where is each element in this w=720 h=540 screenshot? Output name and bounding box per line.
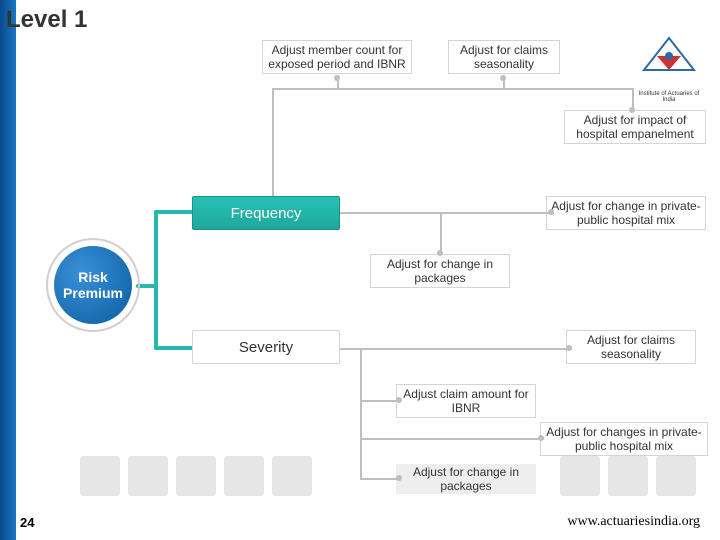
- connector-dot: [548, 209, 554, 215]
- connector-gray: [360, 438, 544, 440]
- box-change-packages-bottom: Adjust for change in packages: [396, 464, 536, 494]
- bg-square: [80, 456, 120, 496]
- bg-square: [272, 456, 312, 496]
- box-claim-amount-ibnr: Adjust claim amount for IBNR: [396, 384, 536, 418]
- footer-url: www.actuariesindia.org: [567, 514, 700, 530]
- connector-gray: [440, 212, 442, 254]
- connector-gray: [360, 478, 400, 480]
- connector-dot: [437, 250, 443, 256]
- connector-gray: [338, 212, 554, 214]
- bg-square: [128, 456, 168, 496]
- box-private-public-bottom: Adjust for changes in private-public hos…: [540, 422, 708, 456]
- box-private-public-top: Adjust for change in private-public hosp…: [546, 196, 706, 230]
- connector: [154, 210, 194, 214]
- box-change-packages-top: Adjust for change in packages: [370, 254, 510, 288]
- connector-dot: [334, 75, 340, 81]
- connector-gray: [272, 88, 632, 90]
- frequency-box: Frequency: [192, 196, 340, 230]
- connector-gray: [338, 348, 572, 350]
- bg-square: [224, 456, 264, 496]
- bg-square: [176, 456, 216, 496]
- connector-gray: [272, 88, 274, 198]
- connector-dot: [500, 75, 506, 81]
- bg-square: [560, 456, 600, 496]
- connector-dot: [566, 345, 572, 351]
- connector-dot: [396, 475, 402, 481]
- box-hospital-empanelment: Adjust for impact of hospital empanelmen…: [564, 110, 706, 144]
- logo-area: Institute of Actuaries of India: [632, 36, 706, 90]
- connector: [154, 210, 158, 350]
- connector-dot: [396, 397, 402, 403]
- page-number: 24: [20, 515, 34, 530]
- bg-square: [656, 456, 696, 496]
- connector-gray: [360, 348, 362, 478]
- slide-title: Level 1: [6, 6, 87, 34]
- connector-dot: [629, 107, 635, 113]
- box-member-count: Adjust member count for exposed period a…: [262, 40, 412, 74]
- severity-box: Severity: [192, 330, 340, 364]
- logo-caption: Institute of Actuaries of India: [632, 91, 706, 103]
- connector-gray: [360, 400, 400, 402]
- connector-dot: [538, 435, 544, 441]
- connector: [154, 346, 194, 350]
- sidebar-accent: [0, 0, 16, 540]
- box-claims-seasonality-bottom: Adjust for claims seasonality: [566, 330, 696, 364]
- risk-premium-circle: Risk Premium: [54, 246, 132, 324]
- bg-square: [608, 456, 648, 496]
- box-claims-seasonality-top: Adjust for claims seasonality: [448, 40, 560, 74]
